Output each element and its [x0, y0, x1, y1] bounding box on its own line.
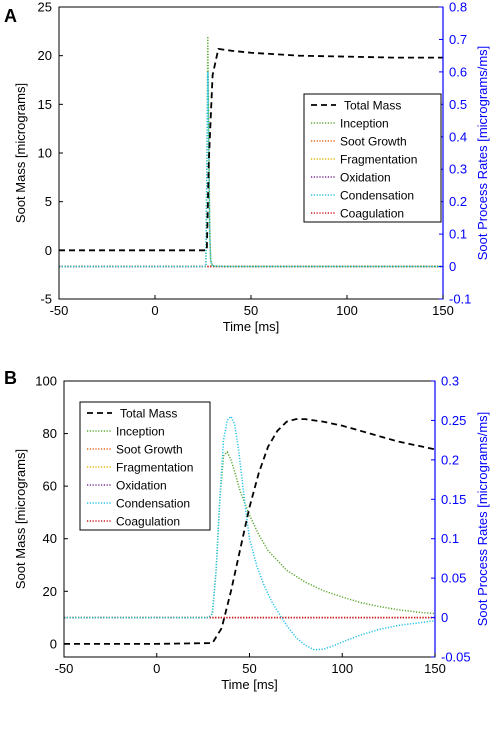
series-line-total-mass: [64, 418, 435, 645]
y2-tick-label: -0.1: [449, 292, 471, 307]
legend-label: Soot Growth: [116, 443, 183, 457]
y-tick-label: 5: [45, 194, 52, 209]
legend-label: Inception: [340, 117, 389, 131]
y2-tick-label: 0.6: [449, 64, 467, 79]
legend-label: Coagulation: [116, 515, 180, 529]
y-tick-label: 0: [45, 243, 52, 258]
y-tick-label: 20: [43, 584, 57, 599]
legend-label: Total Mass: [344, 99, 401, 113]
y-axis-label: Soot Mass [micrograms]: [13, 83, 28, 223]
legend-label: Soot Growth: [340, 135, 407, 149]
series-line-total-mass: [59, 47, 443, 252]
x-tick-label: 150: [432, 303, 454, 318]
x-tick-label: -50: [55, 661, 74, 676]
y2-tick-label: 0.5: [449, 97, 467, 112]
y2-axis-label: Soot Process Rates [micrograms/ms]: [475, 46, 490, 261]
y2-tick-label: 0.2: [441, 452, 459, 467]
y-tick-label: 40: [43, 531, 57, 546]
y-tick-label: 0: [50, 636, 57, 651]
x-tick-label: 100: [331, 661, 353, 676]
x-tick-label: 100: [336, 303, 358, 318]
legend: Total Mass Inception Soot Growth Fragmentat…: [303, 93, 442, 223]
series-group: [64, 415, 435, 651]
series-group: [59, 36, 443, 268]
panel-label: A: [4, 6, 17, 26]
series-line-inception: [59, 36, 443, 268]
y2-tick-label: 0.1: [441, 531, 459, 546]
legend-box: [303, 93, 442, 223]
legend-label: Total Mass: [120, 407, 177, 421]
y2-tick-label: 0: [449, 259, 456, 274]
legend-label: Coagulation: [340, 207, 404, 221]
legend-label: Condensation: [340, 189, 414, 203]
y-tick-label: 10: [38, 146, 52, 161]
y-tick-label: 15: [38, 97, 52, 112]
legend-label: Fragmentation: [116, 461, 193, 475]
legend-label: Inception: [116, 425, 165, 439]
legend-label: Oxidation: [340, 171, 391, 185]
y2-tick-label: 0: [441, 610, 448, 625]
legend-label: Oxidation: [116, 479, 167, 493]
panel-label: B: [4, 368, 17, 388]
y2-axis-label: Soot Process Rates [micrograms/ms]: [475, 412, 490, 627]
legend-label: Condensation: [116, 497, 190, 511]
x-tick-label: 50: [242, 661, 256, 676]
legend: Total Mass Inception Soot Growth Fragmentat…: [79, 401, 211, 531]
panel-a: A-50 0 50 100 150-50510152025-0.100.10.20.30…: [4, 0, 490, 334]
y2-tick-label: 0.15: [441, 492, 466, 507]
legend-label: Fragmentation: [340, 153, 417, 167]
y-tick-label: 60: [43, 479, 57, 494]
series-line-condensation: [64, 415, 435, 651]
x-tick-label: -50: [50, 303, 69, 318]
legend-box: [79, 401, 211, 531]
y2-tick-label: 0.7: [449, 32, 467, 47]
y2-tick-label: 0.2: [449, 194, 467, 209]
series-line-inception: [64, 450, 435, 619]
y2-tick-label: 0.05: [441, 571, 466, 586]
y-axis-label: Soot Mass [micrograms]: [13, 449, 28, 589]
y2-tick-label: 0.8: [449, 0, 467, 15]
y2-tick-label: 0.4: [449, 129, 467, 144]
x-tick-label: 0: [151, 303, 158, 318]
x-tick-label: 150: [424, 661, 446, 676]
y-tick-label: 25: [38, 0, 52, 15]
y2-tick-label: 0.3: [441, 374, 459, 389]
y-tick-label: 100: [35, 374, 57, 389]
x-axis-label: Time [ms]: [223, 319, 280, 334]
y2-tick-label: 0.1: [449, 227, 467, 242]
x-tick-label: 0: [153, 661, 160, 676]
panel-b: B -50 0 50 100 150 0 20 40 60 80 100 -0.05 0 0.05 0.1 0.…: [4, 368, 490, 692]
y2-tick-label: -0.05: [441, 650, 471, 665]
y-tick-label: 80: [43, 426, 57, 441]
y2-tick-label: 0.3: [449, 162, 467, 177]
x-axis-label: Time [ms]: [221, 677, 278, 692]
y-tick-label: -5: [40, 292, 52, 307]
y-tick-label: 20: [38, 48, 52, 63]
y2-tick-label: 0.25: [441, 413, 466, 428]
x-tick-label: 50: [244, 303, 258, 318]
